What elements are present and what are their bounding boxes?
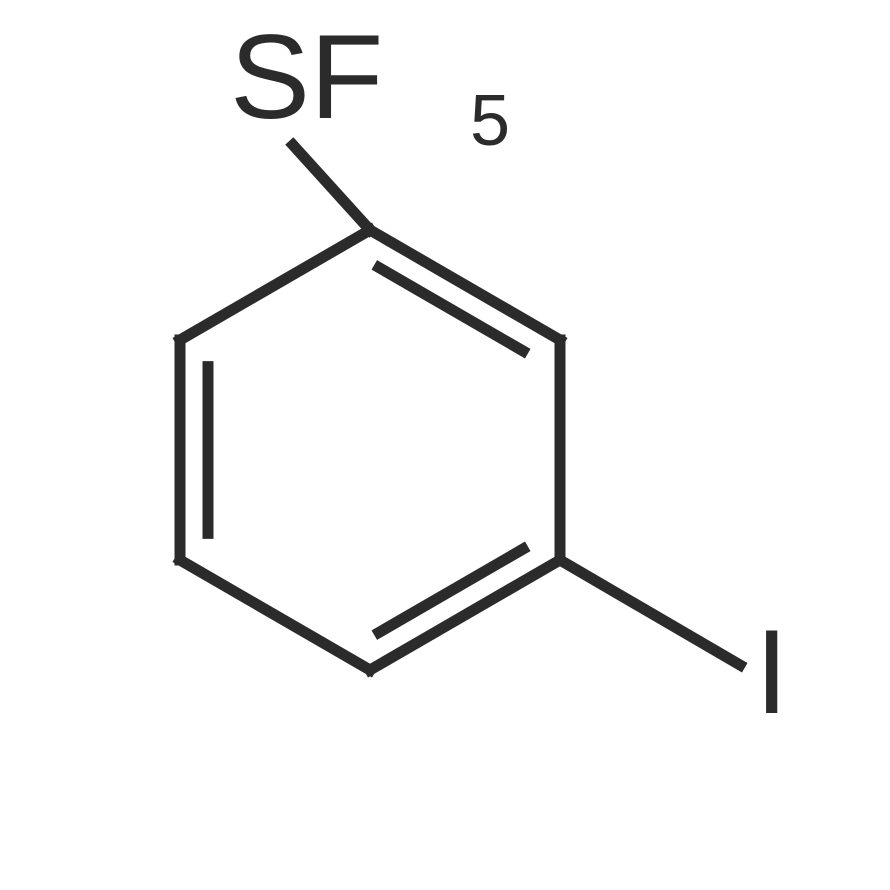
bond-to-sf5 bbox=[293, 145, 370, 230]
bond-to-iodine bbox=[560, 560, 740, 665]
sf5-label: SF bbox=[230, 10, 383, 144]
ring-bond bbox=[180, 560, 370, 670]
molecule-diagram: SF 5 I bbox=[0, 0, 890, 890]
iodine-label: I bbox=[755, 605, 788, 739]
sf5-subscript: 5 bbox=[470, 81, 510, 161]
ring-bond bbox=[180, 230, 370, 340]
